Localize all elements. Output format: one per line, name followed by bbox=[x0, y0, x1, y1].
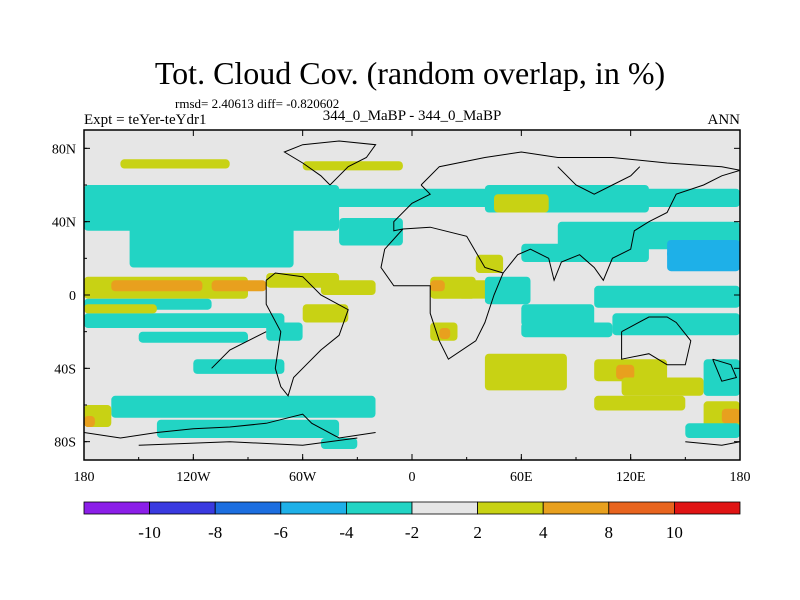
field-region bbox=[120, 159, 230, 169]
coastlines bbox=[84, 140, 740, 446]
field-region bbox=[521, 243, 649, 262]
coastline bbox=[502, 169, 740, 282]
colorbar-swatch bbox=[542, 501, 610, 515]
x-tick-label: 120E bbox=[616, 470, 646, 485]
x-tick-label: 120W bbox=[176, 470, 211, 485]
x-tick-label: 60E bbox=[510, 470, 533, 485]
field-region bbox=[302, 161, 403, 171]
coastline bbox=[557, 166, 641, 195]
coastline bbox=[685, 441, 740, 446]
field-region bbox=[521, 322, 613, 338]
colorbar-label: -10 bbox=[138, 523, 161, 542]
y-tick-label: 80S bbox=[54, 436, 76, 451]
field-region bbox=[320, 438, 358, 449]
field-region bbox=[721, 408, 740, 424]
experiment-label: Expt = teYer-teYdr1 bbox=[84, 112, 206, 128]
colorbar-swatch bbox=[411, 501, 478, 515]
field-region bbox=[703, 359, 740, 396]
field-region bbox=[84, 185, 340, 231]
colorbar-label: 8 bbox=[605, 523, 614, 542]
field-region bbox=[266, 322, 303, 341]
difference-field bbox=[84, 159, 740, 449]
coastline bbox=[420, 151, 740, 186]
x-tick-label: 60W bbox=[289, 470, 317, 485]
field-region bbox=[266, 273, 340, 288]
coastline bbox=[380, 184, 504, 360]
field-region bbox=[302, 304, 349, 323]
chart-title: Tot. Cloud Cov. (random overlap, in %) bbox=[155, 55, 665, 91]
colorbar-swatch bbox=[149, 501, 216, 515]
x-tick-label: 180 bbox=[730, 470, 751, 485]
coastline bbox=[283, 140, 377, 186]
y-tick-label: 0 bbox=[69, 289, 76, 304]
field-region bbox=[111, 395, 376, 418]
colorbar-label: -8 bbox=[208, 523, 222, 542]
y-tick-label: 40N bbox=[52, 216, 76, 231]
x-tick-label: 0 bbox=[409, 470, 416, 485]
colorbar: -10 -8 -6 -4 -2 2 4 8 10 bbox=[83, 501, 741, 542]
field-region bbox=[138, 331, 248, 343]
field-region bbox=[211, 280, 267, 292]
field-region bbox=[494, 194, 549, 213]
y-tick-label: 80N bbox=[52, 142, 76, 157]
colorbar-swatch bbox=[214, 501, 282, 515]
coastline bbox=[621, 316, 692, 366]
colorbar-label: 2 bbox=[473, 523, 482, 542]
season-label: ANN bbox=[708, 112, 741, 128]
y-tick-label: 40S bbox=[54, 362, 76, 377]
field-region bbox=[84, 313, 285, 328]
field-region bbox=[521, 304, 595, 327]
colorbar-swatch bbox=[674, 501, 741, 515]
field-region bbox=[616, 364, 635, 380]
field-region bbox=[84, 416, 95, 427]
field-region bbox=[111, 280, 203, 292]
colorbar-swatch bbox=[345, 501, 413, 515]
coastline bbox=[211, 331, 267, 369]
colorbar-label: -6 bbox=[274, 523, 288, 542]
coastline bbox=[138, 437, 358, 446]
colorbar-label: 10 bbox=[666, 523, 683, 542]
coastline bbox=[265, 272, 349, 397]
colorbar-swatch bbox=[83, 501, 150, 515]
x-tick-label: 180 bbox=[74, 470, 95, 485]
field-region bbox=[439, 328, 451, 339]
stats-label: rmsd= 2.40613 diff= -0.820602 bbox=[175, 96, 339, 111]
colorbar-label: -4 bbox=[339, 523, 354, 542]
field-region bbox=[84, 304, 157, 314]
field-region bbox=[594, 285, 740, 308]
field-region bbox=[129, 221, 294, 268]
map-plot-area bbox=[83, 129, 741, 461]
field-region bbox=[156, 419, 340, 438]
coastline bbox=[84, 413, 376, 439]
field-region bbox=[612, 313, 740, 336]
field-region bbox=[594, 395, 686, 411]
field-region bbox=[430, 280, 445, 292]
field-region bbox=[484, 353, 567, 391]
colorbar-swatch bbox=[280, 501, 347, 515]
field-region bbox=[320, 280, 376, 295]
colorbar-swatch bbox=[608, 501, 675, 515]
comparison-label: 344_0_MaBP - 344_0_MaBP bbox=[323, 108, 502, 124]
field-region bbox=[621, 377, 704, 396]
colorbar-swatch bbox=[477, 501, 544, 515]
field-region bbox=[339, 218, 403, 246]
colorbar-label: -2 bbox=[405, 523, 419, 542]
field-region bbox=[484, 276, 531, 305]
field-region bbox=[667, 249, 740, 272]
field-region bbox=[193, 359, 285, 374]
coastline bbox=[712, 358, 738, 382]
colorbar-label: 4 bbox=[539, 523, 548, 542]
field-region bbox=[475, 254, 504, 273]
map-axis-ticks: 180 120W 60W 0 60E 120E 180 80N 40N 0 40S 80S bbox=[52, 130, 751, 485]
field-region bbox=[685, 423, 740, 438]
